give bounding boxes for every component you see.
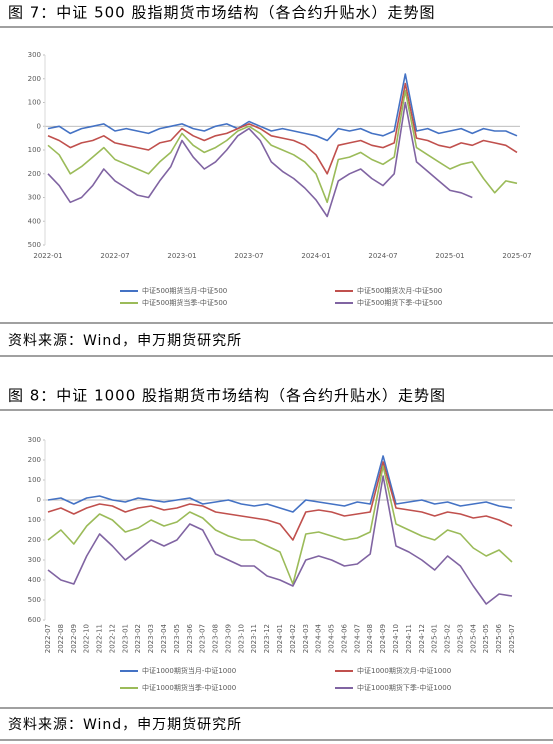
x-tick-label: 2022-10 bbox=[83, 624, 91, 653]
x-tick-label: 2024-07 bbox=[353, 624, 361, 653]
series-line bbox=[47, 465, 513, 585]
x-tick-label: 2023-07 bbox=[234, 252, 263, 260]
x-tick-label: 2022-07 bbox=[44, 624, 52, 653]
x-tick-label: 2023-06 bbox=[186, 623, 194, 653]
y-tick-label: 400 bbox=[28, 217, 41, 225]
legend-label: 中证1000期货下季-中证1000 bbox=[357, 683, 451, 692]
figure-caption: 图 8：中证 1000 股指期货市场结构（各合约升贴水）走势图 bbox=[8, 387, 446, 405]
x-tick-label: 2025-03 bbox=[456, 624, 464, 653]
x-tick-label: 2023-04 bbox=[160, 623, 168, 653]
legend-label: 中证500期货当季-中证500 bbox=[142, 298, 227, 307]
y-tick-label: 100 bbox=[28, 146, 41, 154]
legend-label: 中证500期货下季-中证500 bbox=[357, 298, 442, 307]
x-tick-label: 2024-04 bbox=[315, 623, 323, 653]
x-tick-label: 2024-12 bbox=[418, 624, 426, 653]
x-tick-label: 2022-07 bbox=[100, 252, 129, 260]
source-note: 资料来源：Wind，申万期货研究所 bbox=[8, 716, 242, 733]
y-tick-label: 100 bbox=[28, 476, 41, 484]
x-tick-label: 2023-01 bbox=[121, 624, 129, 653]
y-tick-label: 100 bbox=[28, 99, 41, 107]
x-tick-label: 2024-11 bbox=[405, 624, 413, 653]
y-tick-label: 200 bbox=[28, 456, 41, 464]
y-tick-label: 500 bbox=[28, 596, 41, 604]
x-tick-label: 2025-04 bbox=[469, 623, 477, 653]
x-tick-label: 2024-02 bbox=[289, 624, 297, 653]
y-tick-label: 200 bbox=[28, 536, 41, 544]
series-line bbox=[47, 101, 473, 218]
x-tick-label: 2024-07 bbox=[368, 252, 397, 260]
x-tick-label: 2025-02 bbox=[444, 624, 452, 653]
x-tick-label: 2024-08 bbox=[366, 624, 374, 653]
y-tick-label: 500 bbox=[28, 241, 41, 249]
x-tick-label: 2025-07 bbox=[508, 624, 516, 653]
legend-label: 中证500期货次月-中证500 bbox=[357, 286, 442, 295]
x-tick-label: 2024-05 bbox=[328, 624, 336, 653]
x-tick-label: 2023-11 bbox=[250, 624, 258, 653]
y-tick-label: 300 bbox=[28, 51, 41, 59]
x-tick-label: 2023-09 bbox=[224, 624, 232, 653]
series-line bbox=[47, 475, 513, 605]
x-tick-label: 2023-02 bbox=[134, 624, 142, 653]
x-tick-label: 2023-12 bbox=[263, 624, 271, 653]
series-line bbox=[47, 89, 518, 204]
legend-label: 中证1000期货当季-中证1000 bbox=[142, 683, 236, 692]
y-tick-label: 600 bbox=[28, 616, 41, 624]
series-line bbox=[47, 455, 513, 513]
x-tick-label: 2023-07 bbox=[199, 624, 207, 653]
x-tick-label: 2022-11 bbox=[96, 624, 104, 653]
y-tick-label: 300 bbox=[28, 556, 41, 564]
x-tick-label: 2025-05 bbox=[482, 624, 490, 653]
legend-label: 中证1000期货当月-中证1000 bbox=[142, 666, 236, 675]
x-tick-label: 2024-01 bbox=[301, 252, 330, 260]
y-tick-label: 0 bbox=[37, 122, 41, 130]
source-note: 资料来源：Wind，申万期货研究所 bbox=[8, 332, 242, 349]
legend-label: 中证1000期货次月-中证1000 bbox=[357, 666, 451, 675]
x-tick-label: 2025-07 bbox=[502, 252, 531, 260]
series-line bbox=[47, 461, 513, 541]
x-tick-label: 2024-06 bbox=[340, 623, 348, 653]
y-tick-label: 400 bbox=[28, 576, 41, 584]
x-tick-label: 2023-08 bbox=[212, 624, 220, 653]
y-tick-label: 300 bbox=[28, 436, 41, 444]
series-line bbox=[47, 82, 518, 175]
x-tick-label: 2022-08 bbox=[57, 624, 65, 653]
x-tick-label: 2024-10 bbox=[392, 624, 400, 653]
x-tick-label: 2025-01 bbox=[431, 624, 439, 653]
x-tick-label: 2023-03 bbox=[147, 624, 155, 653]
x-tick-label: 2022-09 bbox=[70, 624, 78, 653]
legend-label: 中证500期货当月-中证500 bbox=[142, 286, 227, 295]
x-tick-label: 2022-12 bbox=[108, 624, 116, 653]
y-tick-label: 0 bbox=[37, 496, 41, 504]
figure-caption: 图 7：中证 500 股指期货市场结构（各合约升贴水）走势图 bbox=[8, 4, 435, 22]
x-tick-label: 2022-01 bbox=[33, 252, 62, 260]
y-tick-label: 200 bbox=[28, 75, 41, 83]
y-tick-label: 300 bbox=[28, 194, 41, 202]
series-line bbox=[47, 73, 518, 142]
x-tick-label: 2024-01 bbox=[276, 624, 284, 653]
y-tick-label: 200 bbox=[28, 170, 41, 178]
x-tick-label: 2023-01 bbox=[167, 252, 196, 260]
x-tick-label: 2024-03 bbox=[302, 624, 310, 653]
x-tick-label: 2023-05 bbox=[173, 624, 181, 653]
x-tick-label: 2024-09 bbox=[379, 624, 387, 653]
x-tick-label: 2023-10 bbox=[237, 624, 245, 653]
x-tick-label: 2025-06 bbox=[495, 623, 503, 653]
x-tick-label: 2025-01 bbox=[435, 252, 464, 260]
y-tick-label: 100 bbox=[28, 516, 41, 524]
